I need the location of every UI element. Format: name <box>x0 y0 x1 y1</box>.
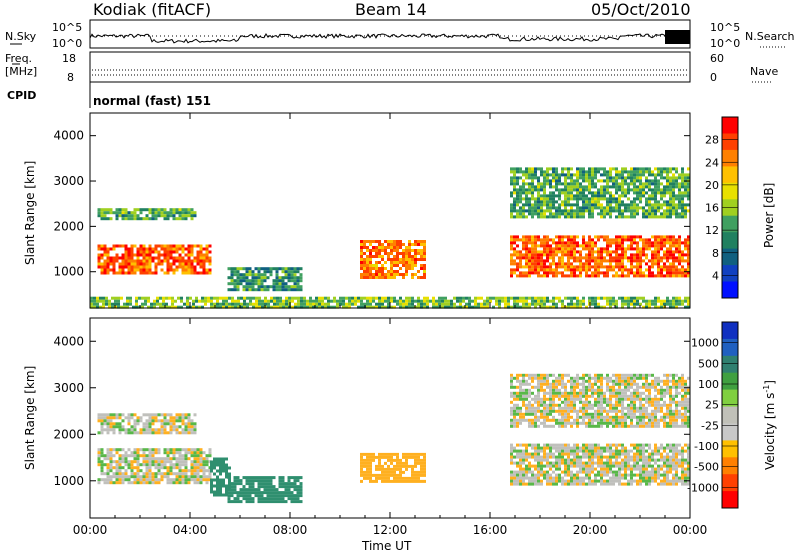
power-colorbar-tick-label: 28 <box>705 134 719 147</box>
time-xtick-label: 04:00 <box>173 523 208 537</box>
time-xtick-label: 16:00 <box>473 523 508 537</box>
velocity-region <box>227 476 303 504</box>
nsky-burst <box>665 30 690 44</box>
station-title: Kodiak (fitACF) <box>93 0 212 19</box>
power-ytick-label: 4000 <box>53 129 84 143</box>
power-colorbar-segment <box>722 133 738 151</box>
velocity-region <box>510 443 690 486</box>
freq-nave-panel-frame <box>89 51 691 83</box>
time-xtick-label: 00:00 <box>673 523 708 537</box>
velocity-colorbar-frame <box>721 321 739 509</box>
velocity-colorbar-segment <box>722 457 738 475</box>
velocity-colorbar-segment <box>722 338 738 357</box>
noise-tick-top-left: 10^5 <box>52 21 83 34</box>
time-xtick-label: 08:00 <box>273 523 308 537</box>
power-ytick-label: 1000 <box>53 265 84 279</box>
velocity-ylabel: Slant Range [km] <box>23 365 37 470</box>
cpid-value: normal (fast) 151 <box>93 94 211 108</box>
power-colorbar-tick-label: 20 <box>705 179 719 192</box>
velocity-region <box>97 413 197 435</box>
power-region <box>97 244 212 275</box>
power-heatmap <box>90 167 690 309</box>
velocity-ytick-label: 1000 <box>53 474 84 488</box>
velocity-colorbar-tick-label: 100 <box>698 378 719 391</box>
velocity-region <box>97 448 212 485</box>
date-title: 05/Oct/2010 <box>591 0 691 19</box>
time-xlabel: Time UT <box>362 539 412 553</box>
noise-tick-bottom-right: 10^0 <box>710 37 741 50</box>
velocity-colorbar-tick-label: 1000 <box>691 337 719 350</box>
time-xtick-label: 20:00 <box>573 523 608 537</box>
power-region <box>360 240 426 279</box>
nsky-trace <box>89 33 691 44</box>
velocity-colorbar-segment <box>722 474 738 492</box>
velocity-colorbar-segment <box>722 322 738 340</box>
noise-panel-frame <box>89 19 691 49</box>
velocity-colorbar-segment <box>722 423 738 441</box>
velocity-colorbar-segment <box>722 440 738 458</box>
power-region <box>97 208 197 221</box>
power-colorbar-segment <box>722 117 738 134</box>
power-colorbar-segment <box>722 166 738 184</box>
velocity-colorbar-tick-label: 500 <box>698 357 719 370</box>
velocity-colorbar-segment <box>722 406 738 424</box>
velocity-colorbar-tick-label: -500 <box>694 461 719 474</box>
velocity-region <box>360 452 426 483</box>
nave-label: Nave <box>750 65 779 78</box>
freq-label: Freq. <box>5 52 33 65</box>
power-colorbar-tick-label: 8 <box>712 247 719 260</box>
power-colorbar-tick-label: 12 <box>705 224 719 237</box>
velocity-heatmap <box>97 373 690 504</box>
velocity-colorbar-tick-label: -1000 <box>687 481 719 494</box>
freq-unit-label: [MHz] <box>5 65 38 78</box>
power-region <box>227 267 303 292</box>
beam-title: Beam 14 <box>355 0 427 19</box>
velocity-colorbar-tick-label: -25 <box>701 419 719 432</box>
power-colorbar-segment <box>722 215 738 233</box>
velocity-colorbar-segment <box>722 355 738 374</box>
power-colorbar-tick-label: 16 <box>705 202 719 215</box>
nsky-label: N.Sky <box>5 30 37 43</box>
velocity-ytick-label: 2000 <box>53 427 84 441</box>
freq-tick-bottom: 8 <box>67 71 74 84</box>
noise-tick-top-right: 10^5 <box>710 21 741 34</box>
freq-tick-top: 18 <box>62 52 76 65</box>
nave-tick-top: 60 <box>710 52 724 65</box>
power-region <box>510 167 690 219</box>
time-xtick-label: 12:00 <box>373 523 408 537</box>
power-colorbar-segment <box>722 281 738 299</box>
velocity-ytick-label: 3000 <box>53 381 84 395</box>
velocity-colorbar-segment <box>722 491 738 509</box>
power-colorbar-tick-label: 24 <box>705 156 719 169</box>
velocity-colorbar-tick-label: -100 <box>694 440 719 453</box>
power-ylabel: Slant Range [km] <box>23 160 37 265</box>
nsearch-label: N.Search <box>745 30 795 43</box>
velocity-colorbar-label: Velocity [m s-1] <box>762 380 777 470</box>
power-colorbar-segment <box>722 265 738 283</box>
power-ytick-label: 3000 <box>53 174 84 188</box>
noise-tick-bottom-left: 10^0 <box>52 37 83 50</box>
power-region <box>510 235 690 278</box>
power-ytick-label: 2000 <box>53 219 84 233</box>
power-colorbar-label: Power [dB] <box>762 182 776 248</box>
velocity-colorbar-tick-label: 25 <box>705 399 719 412</box>
time-xtick-label: 00:00 <box>73 523 108 537</box>
cpid-label: CPID <box>7 89 37 102</box>
velocity-colorbar-segment <box>722 372 738 391</box>
power-colorbar-segment <box>722 248 738 266</box>
power-colorbar-segment <box>722 182 738 200</box>
nave-tick-bottom: 0 <box>710 71 717 84</box>
velocity-colorbar-segment <box>722 389 738 407</box>
velocity-ytick-label: 4000 <box>53 334 84 348</box>
power-colorbar-segment <box>722 232 738 250</box>
power-colorbar-tick-label: 4 <box>712 269 719 282</box>
velocity-region <box>510 373 690 428</box>
power-colorbar-segment <box>722 149 738 167</box>
